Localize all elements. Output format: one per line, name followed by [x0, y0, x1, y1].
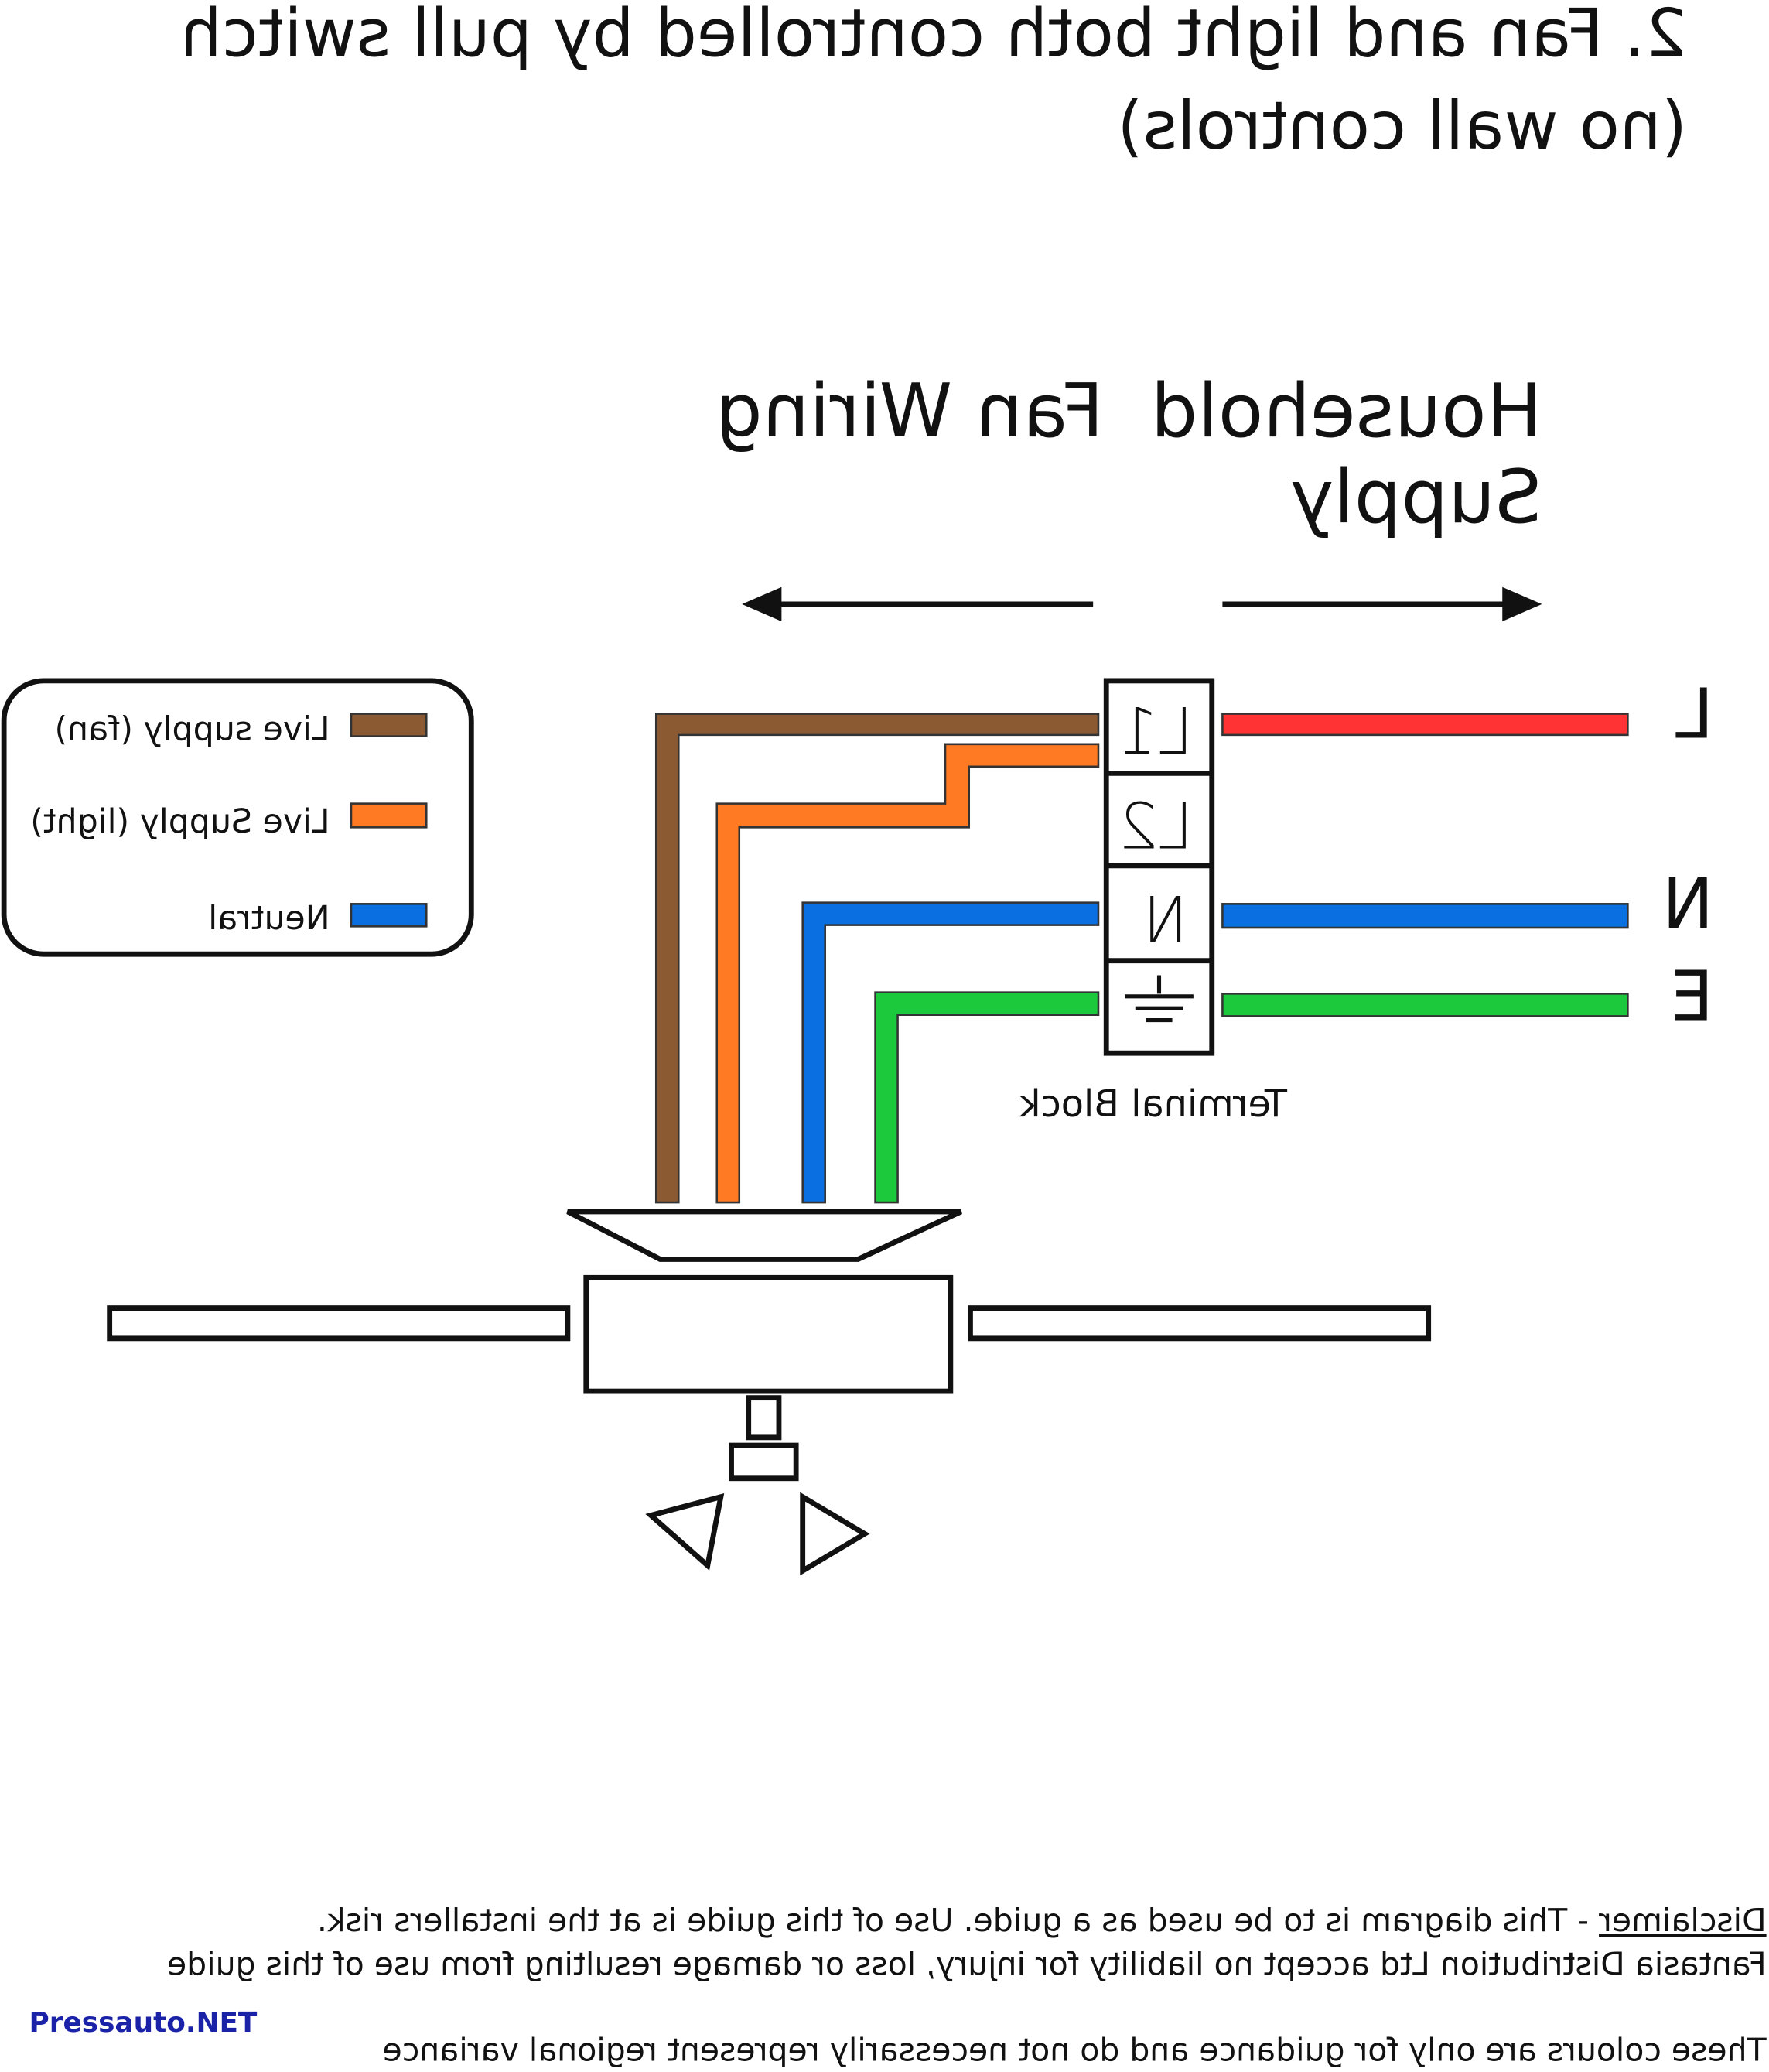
terminal-l2: L2	[1118, 791, 1194, 864]
disclaimer-line-2: Fantasia Distribution Ltd accept no liab…	[167, 1945, 1767, 1982]
household-supply-label: Household	[1151, 368, 1542, 454]
legend-swatch-neutral	[350, 903, 428, 928]
legend: Live supply (fan) Live Supply (light) Ne…	[1, 678, 474, 957]
supply-label-e: E	[1670, 957, 1713, 1037]
wire-live-supply	[1221, 713, 1629, 737]
ceiling-fan-icon	[107, 1209, 1432, 1576]
earth-icon	[1125, 975, 1194, 1023]
legend-swatch-light	[350, 802, 428, 829]
supply-label-n: N	[1662, 864, 1713, 944]
wire-neutral-supply	[1221, 903, 1629, 929]
wire-fan-live	[654, 713, 1100, 1204]
legend-label-fan: Live supply (fan)	[54, 710, 330, 749]
title-line-2: (no wall controls)	[1117, 88, 1687, 165]
disclaimer-line-1: Disclaimer - This diagram is to be used …	[317, 1902, 1767, 1939]
legend-label-light: Live Supply (light)	[30, 802, 330, 841]
arrow-left-icon	[742, 586, 1094, 622]
fan-wiring-label: Fan Wiring	[715, 368, 1104, 454]
legend-swatch-fan	[350, 713, 428, 737]
legend-label-neutral: Neutral	[208, 899, 330, 938]
terminal-block: L1 L2 N	[1103, 678, 1215, 1056]
wire-light-live	[715, 743, 1100, 1204]
wire-earth-supply	[1221, 993, 1629, 1017]
wire-fan-neutral	[801, 901, 1100, 1204]
disclaimer-heading: Disclaimer	[1599, 1902, 1767, 1939]
watermark: Pressauto.NET	[29, 2007, 258, 2039]
terminal-l1: L1	[1118, 696, 1194, 769]
terminal-n: N	[1141, 884, 1188, 958]
disclaimer-line-3: These colours are only for guidance and …	[383, 2031, 1767, 2068]
title-line-1: 2. Fan and light both controlled by pull…	[180, 0, 1687, 73]
wire-fan-earth	[874, 991, 1100, 1204]
supply-label-l: L	[1675, 674, 1713, 754]
arrow-right-icon	[1222, 586, 1542, 622]
terminal-block-label: Terminal Block	[1019, 1083, 1288, 1126]
disclaimer-text-1: - This diagram is to be used as a guide.…	[317, 1902, 1599, 1939]
household-supply-label-2: Supply	[1290, 453, 1542, 540]
